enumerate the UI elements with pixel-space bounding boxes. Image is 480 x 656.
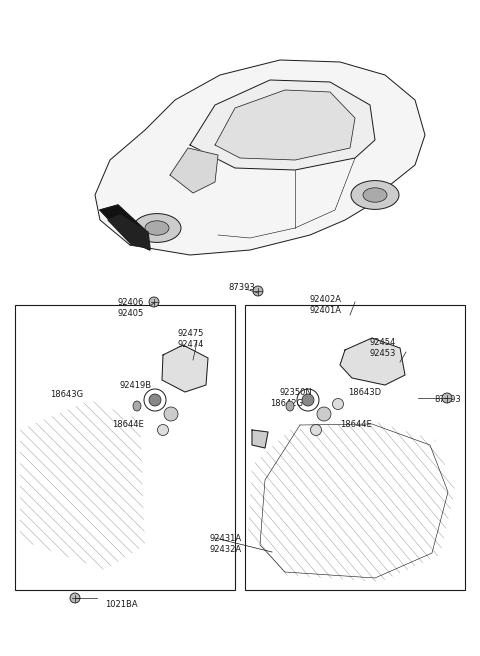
Polygon shape xyxy=(100,205,150,250)
Ellipse shape xyxy=(286,401,294,411)
Ellipse shape xyxy=(133,214,181,243)
Text: 18643D: 18643D xyxy=(348,388,381,397)
Ellipse shape xyxy=(157,424,168,436)
Text: 92432A: 92432A xyxy=(210,545,242,554)
Bar xyxy=(15,305,235,590)
Polygon shape xyxy=(252,430,268,448)
PathPatch shape xyxy=(20,400,145,570)
Ellipse shape xyxy=(302,394,314,406)
Bar xyxy=(245,305,465,590)
Polygon shape xyxy=(162,345,208,392)
Text: 87393: 87393 xyxy=(228,283,255,292)
Ellipse shape xyxy=(133,401,141,411)
Ellipse shape xyxy=(253,286,263,296)
Text: 18643G: 18643G xyxy=(50,390,83,399)
Text: 92406: 92406 xyxy=(117,298,144,307)
Text: 92402A: 92402A xyxy=(310,295,342,304)
Text: 92350N: 92350N xyxy=(280,388,313,397)
Text: 18644E: 18644E xyxy=(340,420,372,429)
Ellipse shape xyxy=(149,394,161,406)
Ellipse shape xyxy=(442,393,452,403)
Polygon shape xyxy=(108,215,150,248)
Text: 92405: 92405 xyxy=(117,309,143,318)
Polygon shape xyxy=(95,60,425,255)
Text: 18644E: 18644E xyxy=(112,420,144,429)
Polygon shape xyxy=(190,80,375,170)
Ellipse shape xyxy=(311,424,322,436)
Text: 92419B: 92419B xyxy=(120,381,152,390)
Ellipse shape xyxy=(363,188,387,202)
PathPatch shape xyxy=(248,420,455,582)
Polygon shape xyxy=(170,148,218,193)
Text: 1021BA: 1021BA xyxy=(105,600,138,609)
Text: 92431A: 92431A xyxy=(210,534,242,543)
Text: 87393: 87393 xyxy=(434,395,461,404)
Polygon shape xyxy=(340,338,405,385)
Ellipse shape xyxy=(317,407,331,421)
Text: 92453: 92453 xyxy=(370,349,396,358)
Ellipse shape xyxy=(149,297,159,307)
Polygon shape xyxy=(215,90,355,160)
Text: 92401A: 92401A xyxy=(310,306,342,315)
Text: 92475: 92475 xyxy=(178,329,204,338)
Text: 92474: 92474 xyxy=(178,340,204,349)
Ellipse shape xyxy=(145,221,169,236)
Ellipse shape xyxy=(164,407,178,421)
Ellipse shape xyxy=(70,593,80,603)
Text: 92454: 92454 xyxy=(370,338,396,347)
Ellipse shape xyxy=(333,398,344,409)
Ellipse shape xyxy=(351,180,399,209)
Text: 18642G: 18642G xyxy=(270,399,303,408)
